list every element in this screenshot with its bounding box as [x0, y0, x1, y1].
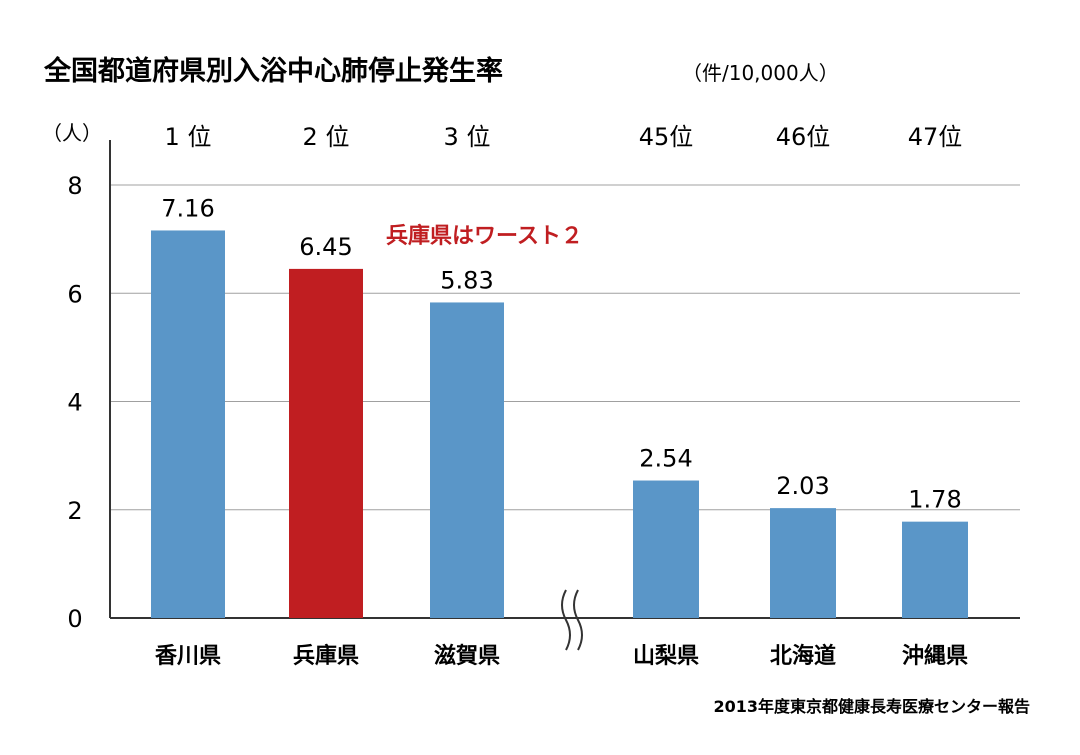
bar-兵庫県 — [289, 268, 363, 618]
value-label: 2.03 — [776, 472, 829, 500]
value-label: 5.83 — [440, 266, 493, 294]
x-tick-label: 兵庫県 — [293, 643, 359, 669]
axis-break-icon — [561, 589, 583, 651]
rank-label: 47位 — [908, 123, 963, 151]
bar-北海道 — [770, 508, 836, 618]
annotation-text: 兵庫県はワースト２ — [386, 223, 583, 249]
bar-沖縄県 — [902, 521, 968, 618]
y-tick-label: 6 — [67, 280, 82, 308]
source-note: 2013年度東京都健康長寿医療センター報告 — [713, 697, 1030, 716]
value-label: 2.54 — [639, 445, 692, 473]
rank-label: 3 位 — [444, 123, 491, 151]
rank-label: 2 位 — [303, 123, 350, 151]
y-tick-label: 0 — [67, 605, 82, 633]
chart-title: 全国都道府県別入浴中心肺停止発生率 — [43, 55, 503, 87]
x-tick-label: 香川県 — [155, 644, 221, 669]
x-tick-label: 沖縄県 — [902, 644, 968, 669]
x-tick-label: 滋賀県 — [434, 643, 500, 669]
x-tick-label: 北海道 — [770, 643, 836, 669]
y-tick-label: 8 — [67, 172, 82, 200]
bar-香川県 — [151, 230, 225, 618]
x-tick-label: 山梨県 — [633, 644, 699, 669]
y-tick-label: 4 — [67, 389, 82, 417]
rank-label: 1 位 — [165, 123, 212, 151]
bar-滋賀県 — [430, 302, 504, 618]
y-tick-label: 2 — [67, 497, 82, 525]
bar-山梨県 — [633, 480, 699, 618]
rank-label: 46位 — [776, 123, 831, 151]
chart-subtitle: （件/10,000人） — [682, 61, 839, 85]
value-label: 6.45 — [299, 233, 352, 261]
rank-label: 45位 — [639, 123, 694, 151]
y-axis-label: （人） — [42, 121, 102, 145]
value-label: 1.78 — [908, 486, 961, 514]
value-label: 7.16 — [161, 194, 214, 222]
